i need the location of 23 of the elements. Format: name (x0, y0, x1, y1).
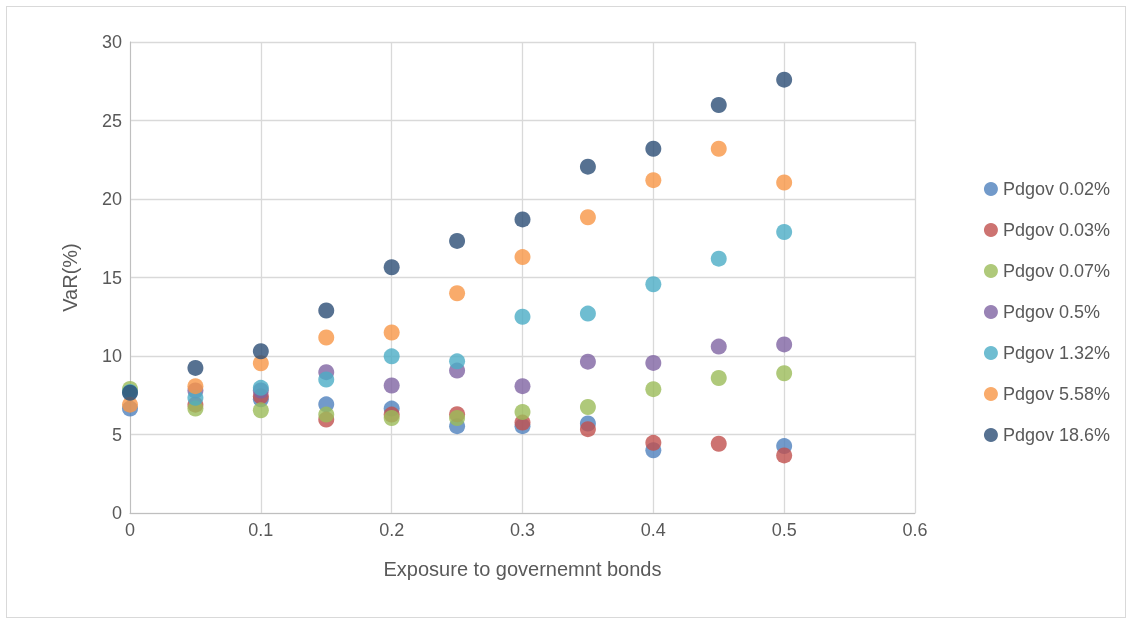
x-tick-label: 0.2 (379, 520, 405, 540)
legend-label: Pdgov 5.58% (1002, 384, 1110, 404)
x-tick-label: 0.3 (509, 520, 536, 540)
x-tick-label: 0 (124, 520, 136, 540)
legend-label: Pdgov 18.6% (1002, 425, 1110, 445)
y-tick-label: 30 (101, 32, 122, 52)
y-tick-label: 5 (111, 424, 122, 445)
legend-label: Pdgov 0.5% (1002, 302, 1100, 322)
y-axis-title: VaR(%) (59, 243, 81, 312)
y-tick-label: 25 (101, 110, 122, 131)
legend-label: Pdgov 0.02% (1002, 179, 1110, 199)
x-axis-title: Exposure to governemnt bonds (383, 558, 662, 580)
legend-label: Pdgov 0.07% (1002, 261, 1110, 281)
y-tick-label: 0 (111, 503, 122, 523)
y-tick-label: 20 (101, 189, 122, 209)
x-tick-label: 0.1 (248, 520, 274, 540)
legend-label: Pdgov 0.03% (1002, 220, 1110, 240)
x-tick-label: 0.6 (902, 520, 928, 540)
legend-label: Pdgov 1.32% (1002, 343, 1110, 363)
x-tick-label: 0.5 (771, 520, 797, 540)
x-tick-label: 0.4 (640, 520, 666, 540)
y-tick-label: 10 (101, 346, 122, 366)
y-tick-label: 15 (101, 267, 122, 288)
